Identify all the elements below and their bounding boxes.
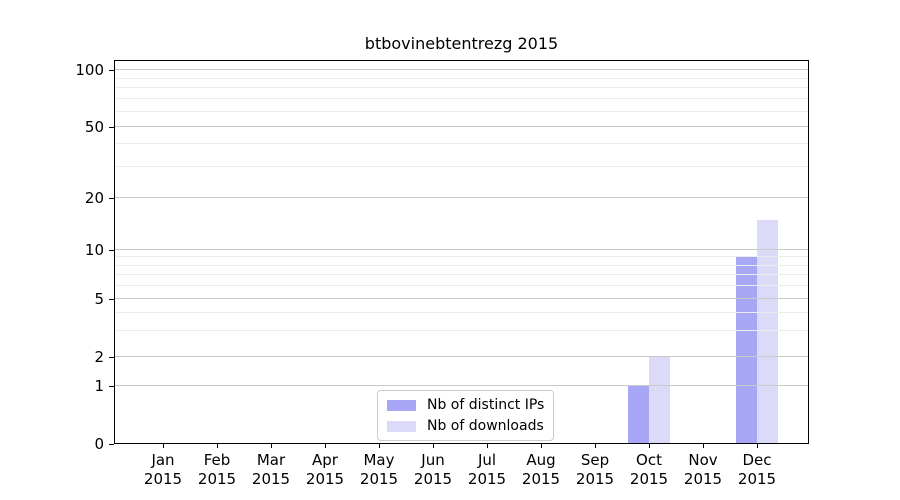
x-tick-label-jan: Jan 2015	[133, 451, 193, 489]
x-tick-label-apr: Apr 2015	[295, 451, 355, 489]
gridline-minor	[114, 285, 809, 287]
x-tick-label-jun: Jun 2015	[403, 451, 463, 489]
year-label: 2015	[413, 470, 453, 488]
legend-item: Nb of distinct IPs	[387, 397, 544, 413]
year-label: 2015	[467, 470, 507, 488]
gridline-minor	[114, 264, 809, 266]
year-label: 2015	[575, 470, 615, 488]
month-label: Feb	[203, 451, 231, 469]
x-tick-label-dec: Dec 2015	[727, 451, 787, 489]
year-label: 2015	[251, 470, 291, 488]
legend-label: Nb of downloads	[427, 418, 544, 434]
gridline-major	[114, 69, 809, 70]
legend-label: Nb of distinct IPs	[427, 397, 545, 413]
month-label: Jul	[477, 451, 497, 469]
gridline-minor	[114, 77, 809, 79]
month-label: Dec	[742, 451, 772, 469]
gridline-minor	[114, 330, 809, 332]
x-tick-label-oct: Oct 2015	[619, 451, 679, 489]
y-tick-mark	[109, 127, 114, 128]
x-tick-label-feb: Feb 2015	[187, 451, 247, 489]
y-tick-label: 1	[94, 377, 104, 395]
y-tick-label: 100	[75, 61, 104, 79]
gridline-minor	[114, 274, 809, 276]
x-tick-label-nov: Nov 2015	[673, 451, 733, 489]
legend-swatch	[387, 399, 416, 411]
month-label: Sep	[580, 451, 610, 469]
x-tick-mark	[487, 444, 488, 448]
year-label: 2015	[629, 470, 669, 488]
gridline-major	[114, 197, 809, 198]
year-label: 2015	[143, 470, 183, 488]
month-label: Jun	[421, 451, 445, 469]
x-tick-label-sep: Sep 2015	[565, 451, 625, 489]
legend-item: Nb of downloads	[387, 418, 544, 434]
gridline-major	[114, 385, 809, 386]
x-tick-mark	[217, 444, 218, 448]
year-label: 2015	[683, 470, 723, 488]
x-tick-label-jul: Jul 2015	[457, 451, 517, 489]
y-tick-label: 2	[94, 348, 104, 366]
y-tick-label: 0	[94, 435, 104, 453]
y-tick-label: 50	[84, 118, 104, 136]
month-label: Oct	[636, 451, 662, 469]
x-tick-mark	[433, 444, 434, 448]
axes-frame	[114, 60, 809, 444]
x-tick-label-may: May 2015	[349, 451, 409, 489]
year-label: 2015	[521, 470, 561, 488]
x-tick-label-mar: Mar 2015	[241, 451, 301, 489]
y-tick-label: 5	[94, 290, 104, 308]
x-tick-mark	[595, 444, 596, 448]
x-tick-mark	[541, 444, 542, 448]
year-label: 2015	[305, 470, 345, 488]
gridline-minor	[114, 111, 809, 112]
gridline-major	[114, 249, 809, 250]
gridline-minor	[114, 87, 809, 89]
legend-swatch	[387, 420, 416, 432]
month-label: May	[363, 451, 395, 469]
x-tick-mark	[649, 444, 650, 448]
month-label: Mar	[256, 451, 286, 469]
gridline-major	[114, 298, 809, 299]
year-label: 2015	[737, 470, 777, 488]
y-tick-mark	[109, 357, 114, 358]
gridline-major	[114, 356, 809, 357]
legend: Nb of distinct IPs Nb of downloads	[377, 390, 555, 441]
gridline-minor	[114, 143, 809, 145]
x-tick-mark	[703, 444, 704, 448]
bar-nb-of-distinct-ips-dec	[736, 257, 757, 444]
y-tick-label: 20	[84, 189, 104, 207]
gridline-major	[114, 126, 809, 127]
year-label: 2015	[359, 470, 399, 488]
month-label: Apr	[312, 451, 338, 469]
month-label: Aug	[526, 451, 556, 469]
gridline-minor	[114, 256, 809, 258]
x-tick-mark	[271, 444, 272, 448]
gridline-minor	[114, 165, 809, 167]
gridline-minor	[114, 98, 809, 100]
chart-title: btbovinebtentrezg 2015	[364, 34, 559, 53]
y-tick-mark	[109, 70, 114, 71]
x-tick-mark	[163, 444, 164, 448]
y-tick-label: 10	[84, 241, 104, 259]
bar-nb-of-distinct-ips-oct	[628, 386, 649, 444]
x-tick-label-aug: Aug 2015	[511, 451, 571, 489]
year-label: 2015	[197, 470, 237, 488]
y-tick-mark	[109, 250, 114, 251]
y-tick-mark	[109, 299, 114, 300]
month-label: Jan	[151, 451, 175, 469]
month-label: Nov	[688, 451, 718, 469]
plot-area	[114, 60, 809, 444]
x-tick-mark	[325, 444, 326, 448]
bar-nb-of-downloads-oct	[649, 357, 670, 444]
gridline-minor	[114, 312, 809, 314]
bar-nb-of-downloads-dec	[757, 219, 778, 444]
y-tick-mark	[109, 444, 114, 445]
y-tick-mark	[109, 198, 114, 199]
x-tick-mark	[757, 444, 758, 448]
y-tick-mark	[109, 386, 114, 387]
x-tick-mark	[379, 444, 380, 448]
